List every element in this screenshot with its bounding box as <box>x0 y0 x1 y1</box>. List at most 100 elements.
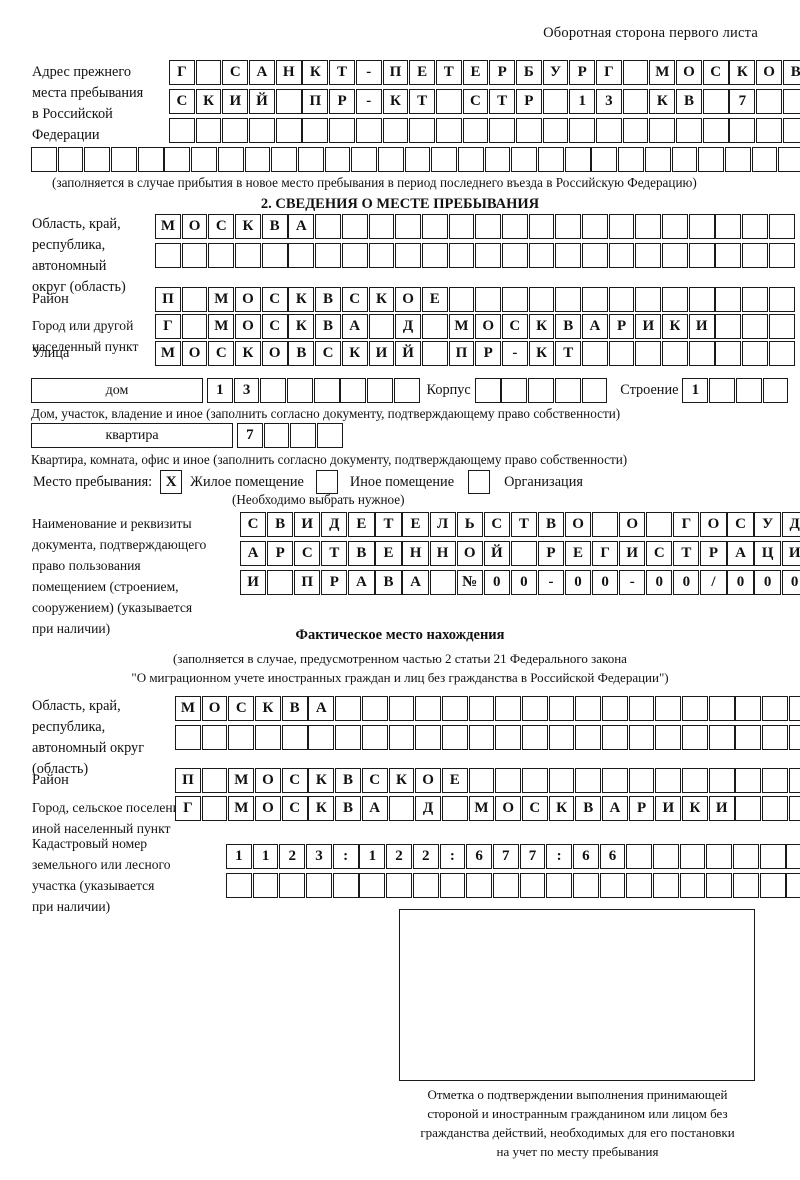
char-cell[interactable]: А <box>727 541 754 566</box>
char-cell[interactable]: С <box>646 541 673 566</box>
char-cell[interactable] <box>169 118 195 143</box>
char-cell[interactable]: П <box>155 287 181 312</box>
char-cell[interactable]: С <box>462 89 489 114</box>
char-cell[interactable] <box>315 214 341 239</box>
char-cell[interactable] <box>602 725 628 750</box>
char-cell[interactable]: 1 <box>226 844 252 869</box>
char-cell[interactable]: О <box>475 314 502 339</box>
char-cell[interactable] <box>235 243 261 268</box>
char-cell[interactable] <box>395 214 421 239</box>
char-cell[interactable] <box>715 287 742 312</box>
char-cell[interactable] <box>271 147 297 172</box>
char-cell[interactable]: К <box>649 89 676 114</box>
char-cell[interactable]: 3 <box>306 844 332 869</box>
char-cell[interactable] <box>382 118 409 143</box>
char-cell[interactable]: О <box>235 314 261 339</box>
char-cell[interactable]: Л <box>429 512 456 537</box>
char-cell[interactable]: С <box>208 341 235 366</box>
char-cell[interactable] <box>435 118 462 143</box>
char-cell[interactable]: Е <box>421 287 448 312</box>
char-cell[interactable]: И <box>222 89 249 114</box>
char-cell[interactable]: 0 <box>781 570 800 595</box>
char-cell[interactable] <box>228 725 255 750</box>
char-cell[interactable] <box>671 147 698 172</box>
char-cell[interactable] <box>267 570 294 595</box>
char-cell[interactable]: О <box>495 796 522 821</box>
char-cell[interactable] <box>341 214 368 239</box>
char-cell[interactable] <box>768 287 795 312</box>
char-cell[interactable] <box>592 512 619 537</box>
char-cell[interactable]: И <box>781 541 800 566</box>
char-cell[interactable] <box>608 214 635 239</box>
char-cell[interactable]: О <box>564 512 592 537</box>
char-cell[interactable] <box>628 696 655 721</box>
flat-cells[interactable]: 7 <box>237 423 344 448</box>
char-cell[interactable] <box>435 89 462 114</box>
char-cell[interactable] <box>751 147 778 172</box>
char-cell[interactable]: Г <box>169 60 195 85</box>
char-cell[interactable] <box>388 696 415 721</box>
char-cell[interactable]: К <box>528 314 555 339</box>
char-cell[interactable]: 1 <box>207 378 233 403</box>
char-cell[interactable] <box>724 147 751 172</box>
char-cell[interactable] <box>255 725 281 750</box>
char-cell[interactable] <box>404 147 431 172</box>
char-cell[interactable] <box>335 696 361 721</box>
char-cell[interactable]: Д <box>415 796 441 821</box>
char-cell[interactable]: С <box>315 341 341 366</box>
char-cell[interactable]: Г <box>673 512 700 537</box>
char-cell[interactable]: М <box>175 696 201 721</box>
char-cell[interactable]: М <box>468 796 495 821</box>
char-cell[interactable] <box>195 60 222 85</box>
char-cell[interactable]: О <box>395 287 421 312</box>
char-cell[interactable] <box>332 873 359 898</box>
char-cell[interactable]: О <box>255 768 281 793</box>
char-cell[interactable] <box>260 378 287 403</box>
char-cell[interactable] <box>742 243 768 268</box>
char-cell[interactable] <box>622 60 649 85</box>
char-cell[interactable] <box>662 287 688 312</box>
char-cell[interactable]: Т <box>673 541 700 566</box>
char-cell[interactable] <box>762 796 788 821</box>
char-cell[interactable] <box>762 378 789 403</box>
char-cell[interactable]: А <box>288 214 315 239</box>
char-cell[interactable] <box>655 768 682 793</box>
char-cell[interactable] <box>191 147 217 172</box>
char-cell[interactable] <box>458 147 484 172</box>
char-cell[interactable] <box>317 423 343 448</box>
char-cell[interactable]: - <box>355 60 382 85</box>
char-cell[interactable]: О <box>181 341 208 366</box>
char-cell[interactable] <box>313 378 340 403</box>
char-cell[interactable] <box>412 873 439 898</box>
char-cell[interactable] <box>367 378 393 403</box>
char-cell[interactable] <box>308 725 335 750</box>
char-cell[interactable]: С <box>240 512 267 537</box>
char-cell[interactable] <box>618 147 644 172</box>
char-cell[interactable]: О <box>415 768 441 793</box>
char-cell[interactable]: 7 <box>237 423 263 448</box>
char-cell[interactable] <box>468 725 495 750</box>
char-cell[interactable]: 7 <box>729 89 756 114</box>
char-cell[interactable]: 0 <box>483 570 510 595</box>
char-cell[interactable]: О <box>181 214 208 239</box>
char-cell[interactable] <box>528 214 555 239</box>
char-cell[interactable]: : <box>439 844 466 869</box>
char-cell[interactable]: Т <box>510 512 537 537</box>
char-cell[interactable] <box>735 796 762 821</box>
char-cell[interactable]: И <box>655 796 682 821</box>
char-cell[interactable] <box>655 696 682 721</box>
char-cell[interactable] <box>501 214 528 239</box>
char-cell[interactable] <box>676 118 702 143</box>
char-cell[interactable]: П <box>382 60 409 85</box>
char-cell[interactable] <box>548 768 575 793</box>
char-cell[interactable]: № <box>456 570 483 595</box>
char-cell[interactable]: : <box>332 844 359 869</box>
char-cell[interactable]: К <box>302 60 329 85</box>
char-cell[interactable]: К <box>235 214 261 239</box>
char-cell[interactable] <box>495 768 522 793</box>
